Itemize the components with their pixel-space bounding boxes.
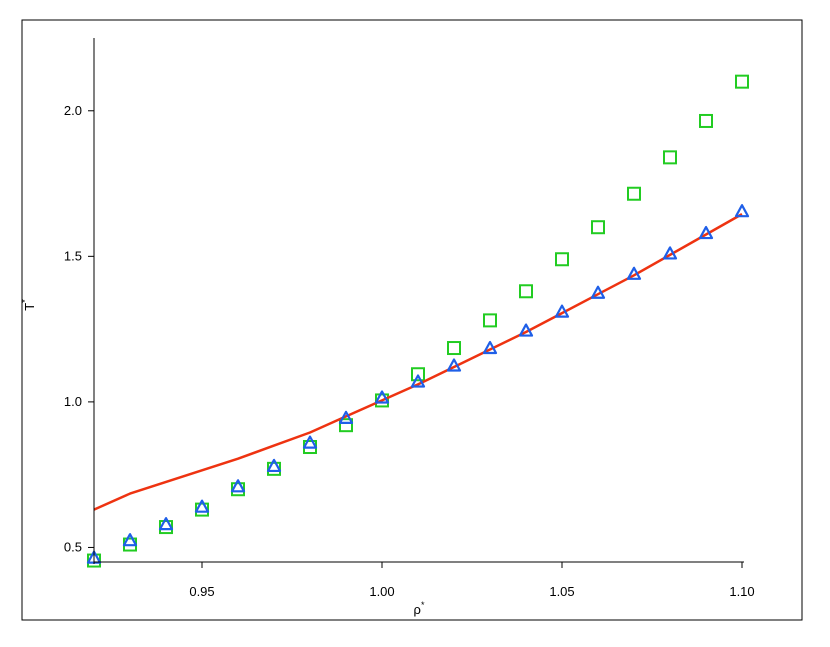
- x-tick-label: 1.05: [549, 584, 574, 599]
- y-tick-label: 1.5: [64, 248, 82, 263]
- square-marker: [591, 220, 605, 235]
- square-marker: [519, 284, 533, 299]
- triangle-marker: [518, 323, 534, 337]
- y-tick-label: 2.0: [64, 103, 82, 118]
- y-axis-title-sup: *: [20, 299, 30, 303]
- triangle-marker: [590, 285, 606, 299]
- svg-text:T*: T*: [20, 299, 37, 311]
- square-marker: [735, 74, 749, 89]
- x-axis-title-sup: *: [421, 600, 425, 610]
- triangle-marker: [302, 435, 318, 449]
- axes: 0.5 1.0 1.5 2.0 0.95 1.00 1.05 1.10: [64, 38, 755, 599]
- square-marker: [339, 418, 353, 433]
- square-marker: [483, 313, 497, 328]
- triangle-marker: [122, 533, 138, 547]
- triangle-marker: [338, 410, 354, 424]
- y-axis-title-text: T: [22, 303, 37, 311]
- triangle-marker: [626, 266, 642, 280]
- triangle-marker: [482, 340, 498, 355]
- triangle-marker: [374, 390, 390, 404]
- x-axis-title: ρ*: [414, 600, 425, 617]
- triangle-marker: [194, 499, 210, 513]
- triangle-marker: [698, 225, 714, 240]
- x-tick-label: 1.10: [729, 584, 754, 599]
- y-tick-label: 1.0: [64, 394, 82, 409]
- square-marker: [411, 367, 425, 382]
- triangle-marker: [410, 374, 426, 388]
- outer-frame: [21, 19, 803, 621]
- triangle-marker: [662, 246, 678, 260]
- triangle-marker: [158, 517, 174, 531]
- y-axis-title: T*: [20, 299, 37, 311]
- x-axis-title-text: ρ: [414, 602, 421, 617]
- triangle-marker: [266, 458, 282, 473]
- x-tick-label: 0.95: [189, 584, 214, 599]
- square-marker: [627, 186, 641, 201]
- triangle-marker: [554, 304, 570, 318]
- fit-curve-line: [93, 213, 743, 511]
- square-marker: [555, 252, 569, 267]
- y-tick-label: 0.5: [64, 539, 82, 554]
- square-marker: [699, 113, 713, 128]
- triangle-marker: [446, 358, 462, 372]
- plot-area: [86, 74, 750, 568]
- triangle-marker: [230, 479, 246, 493]
- square-marker: [447, 341, 461, 356]
- x-tick-label: 1.00: [369, 584, 394, 599]
- triangle-marker: [734, 204, 750, 218]
- square-marker: [663, 150, 677, 165]
